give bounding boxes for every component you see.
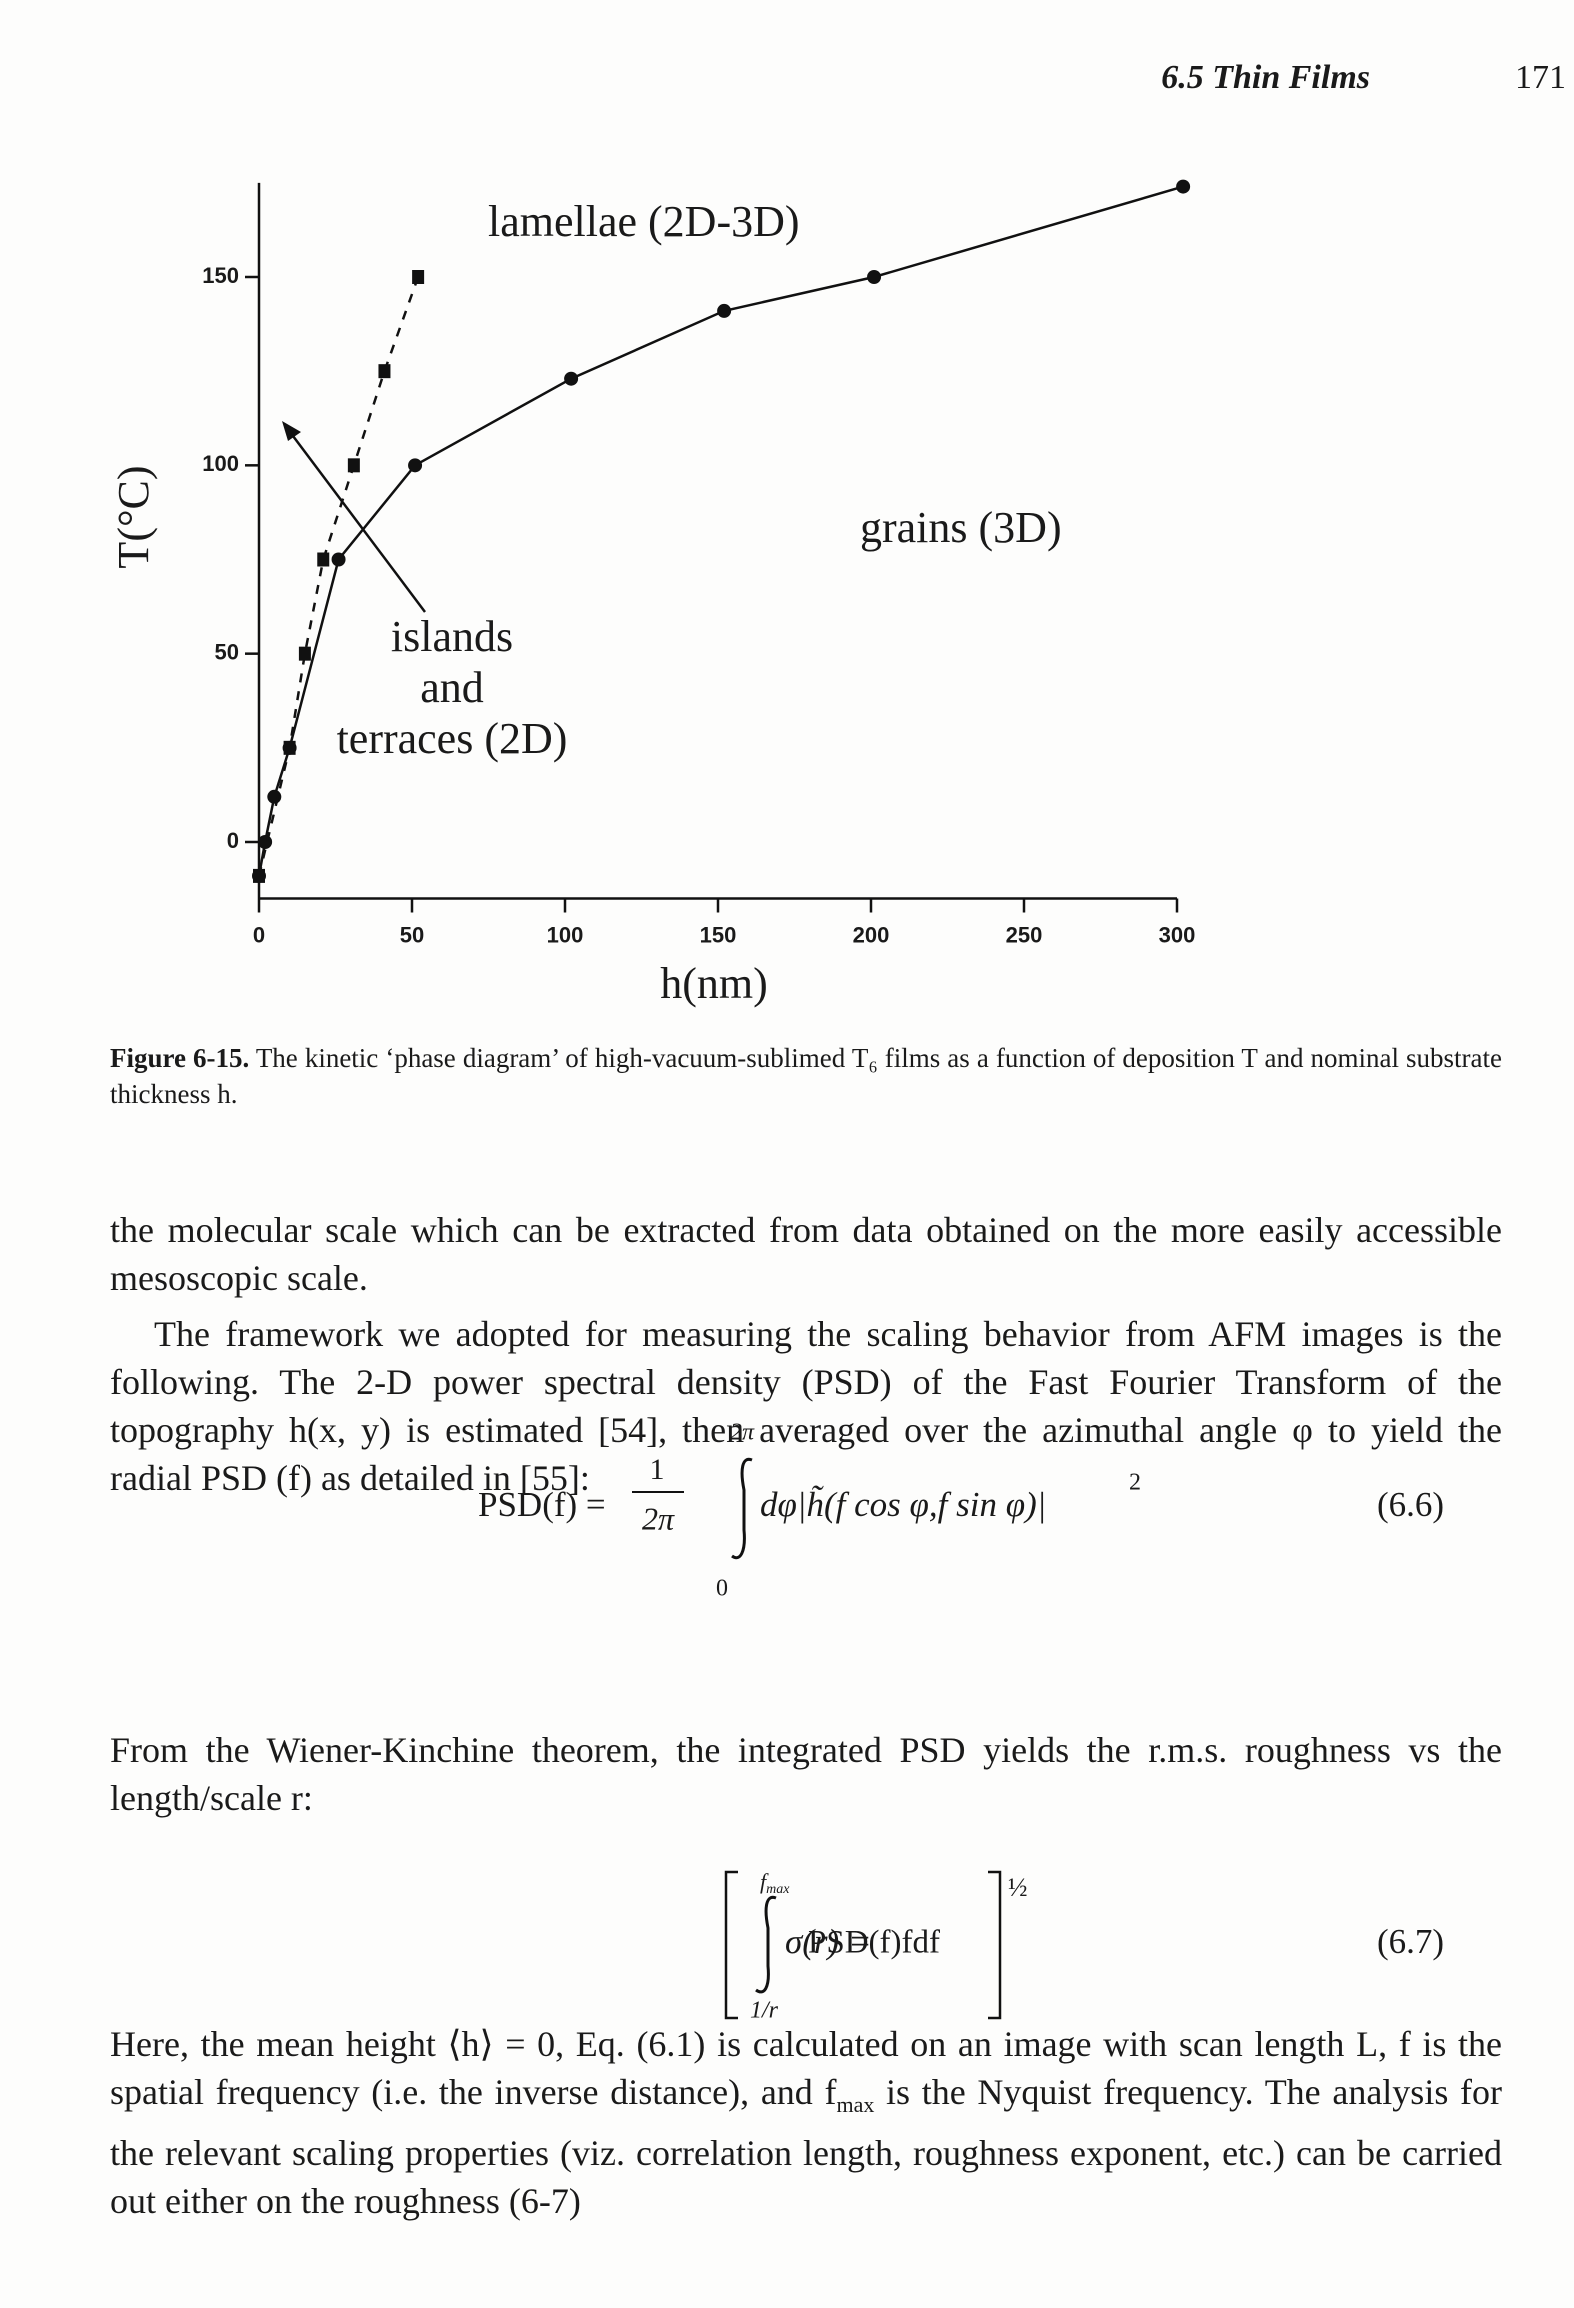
eq-integrand: PSD(f)fdf xyxy=(808,1925,940,1961)
eq-numerator: 1 xyxy=(650,1453,665,1486)
x-tick-label: 300 xyxy=(1159,922,1196,947)
running-head: 6.5 Thin Films xyxy=(1161,59,1370,96)
x-tick-label: 100 xyxy=(547,922,584,947)
marker xyxy=(867,270,882,284)
paragraph: Here, the mean height ⟨h⟩ = 0, Eq. (6.1)… xyxy=(110,2020,1502,2225)
x-tick-label: 0 xyxy=(253,922,265,947)
eq-lower: 1/r xyxy=(750,1998,779,2024)
y-tick-label: 50 xyxy=(215,639,239,664)
paragraph-text: is the Nyquist frequency. The analysis f… xyxy=(110,2072,1502,2222)
integral-sign xyxy=(731,1457,753,1560)
bracket xyxy=(724,1870,738,2020)
marker xyxy=(408,458,423,473)
annotation: grains (3D) xyxy=(860,503,1062,552)
paragraph-text: Here, the mean height ⟨h⟩ = 0, Eq. (6.1)… xyxy=(110,2024,1502,2112)
paragraph: the molecular scale which can be extract… xyxy=(110,1206,1502,1302)
y-tick-label: 100 xyxy=(202,451,239,476)
annotation: islands xyxy=(391,612,513,661)
arrow xyxy=(289,431,426,613)
paragraph-text: the molecular scale which can be extract… xyxy=(110,1210,1502,1298)
eq-number: (6.6) xyxy=(1377,1485,1444,1524)
x-tick-label: 250 xyxy=(1006,922,1043,947)
eq-number: (6.7) xyxy=(1377,1922,1444,1961)
paragraph-text: The framework we adopted for measuring t… xyxy=(110,1314,1502,1498)
marker xyxy=(253,868,265,883)
eq-lower: 0 xyxy=(716,1576,728,1602)
bracket xyxy=(988,1870,1002,2020)
marker xyxy=(283,740,296,755)
eq-upper: 2π xyxy=(730,1420,755,1446)
marker xyxy=(258,835,273,849)
annotation: lamellae (2D-3D) xyxy=(488,197,800,246)
paragraph-text: From the Wiener-Kinchine theorem, the in… xyxy=(110,1730,1502,1818)
eq-upper-base: f xyxy=(760,1869,769,1894)
eq-denominator: 2π xyxy=(642,1500,675,1536)
x-tick-label: 50 xyxy=(400,922,424,947)
marker xyxy=(331,552,346,567)
integral-sign xyxy=(755,1895,777,1994)
eq-upper: fmax xyxy=(760,1869,790,1897)
annotation: and xyxy=(420,663,484,712)
paragraph: The framework we adopted for measuring t… xyxy=(110,1310,1502,1502)
marker xyxy=(267,789,282,804)
y-tick-label: 0 xyxy=(227,828,239,853)
x-tick-label: 150 xyxy=(700,922,737,947)
marker xyxy=(717,303,732,318)
marker xyxy=(1176,179,1191,194)
series-line xyxy=(257,276,420,877)
marker xyxy=(412,270,425,284)
caption-text: The kinetic ‘phase diagram’ of high-vacu… xyxy=(110,1043,1502,1109)
eq-exponent: ½ xyxy=(1008,1873,1028,1902)
page-number: 171 xyxy=(1515,59,1566,96)
eq-exponent: 2 xyxy=(1129,1470,1141,1496)
eq-lhs: σ(r) = xyxy=(785,1922,872,1961)
x-tick-label: 200 xyxy=(853,922,890,947)
arrow-head xyxy=(282,421,301,441)
paragraph: From the Wiener-Kinchine theorem, the in… xyxy=(110,1726,1502,1822)
y-tick-label: 150 xyxy=(202,263,239,288)
x-axis-label: h(nm) xyxy=(660,959,768,1008)
marker xyxy=(564,371,579,386)
marker xyxy=(378,364,391,379)
caption-label: Figure 6-15. xyxy=(110,1043,250,1073)
eq-upper-sub: max xyxy=(766,1882,790,1897)
annotation: terraces (2D) xyxy=(337,714,568,763)
eq-lhs: PSD(f) = xyxy=(478,1485,606,1524)
marker xyxy=(317,552,330,567)
marker xyxy=(347,458,360,473)
y-axis-label: T(°C) xyxy=(109,465,158,568)
caption: Figure 6-15. The kinetic ‘phase diagram’… xyxy=(110,1040,1502,1112)
eq-integrand: dφ|h̃(f cos φ,f sin φ)| xyxy=(760,1484,1046,1524)
series-line xyxy=(257,185,1184,877)
marker xyxy=(298,646,311,661)
subscript: max xyxy=(836,2092,875,2118)
